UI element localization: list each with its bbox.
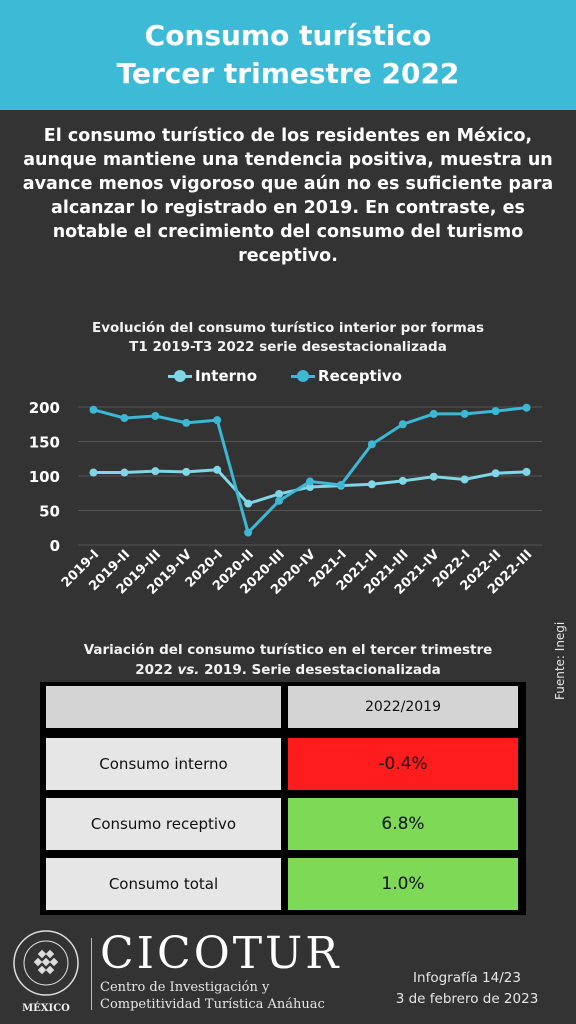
point-interno-2022-I: [460, 475, 469, 484]
table-value-receptivo: 6.8%: [288, 798, 518, 850]
table-row-label-total: Consumo total: [46, 858, 281, 910]
point-interno-2022-III: [522, 467, 531, 476]
y-tick-label-200: 200: [29, 399, 60, 417]
point-receptivo-2019-III: [151, 411, 160, 420]
point-interno-2022-II: [491, 469, 500, 478]
y-tick-label-0: 0: [50, 537, 60, 555]
chart-title-line1: Evolución del consumo turístico interior…: [92, 320, 484, 336]
point-receptivo-2021-III: [398, 420, 407, 429]
y-tick-label-100: 100: [29, 468, 60, 486]
table-row-label-interno: Consumo interno: [46, 738, 281, 790]
point-receptivo-2021-I: [336, 480, 345, 489]
table-value-interno: -0.4%: [288, 738, 518, 790]
table-title-vs: vs.: [177, 662, 200, 678]
table-title: Variación del consumo turístico en el te…: [20, 640, 556, 680]
line-chart: 0501001502002019-I2019-II2019-III2019-IV…: [29, 399, 542, 598]
point-interno-2020-III: [275, 489, 284, 498]
point-receptivo-2019-II: [120, 414, 129, 423]
table-title-line2: 2022 vs. 2019. Serie desestacionalizada: [20, 660, 556, 680]
point-receptivo-2020-I: [213, 416, 222, 425]
infographic-info: Infografía 14/23 3 de febrero de 2023: [372, 968, 562, 1010]
table-row-label-receptivo: Consumo receptivo: [46, 798, 281, 850]
chart-title-line2: T1 2019-T3 2022 serie desestacionalizada: [129, 339, 447, 355]
point-interno-2019-I: [89, 468, 98, 477]
table-title-rest: 2019. Serie desestacionalizada: [199, 662, 441, 678]
point-interno-2020-I: [213, 465, 222, 474]
legend-label-interno: Interno: [195, 367, 258, 385]
infographic-number: Infografía 14/23: [413, 970, 521, 986]
legend-item-receptivo: Receptivo: [291, 367, 402, 385]
y-tick-label-150: 150: [29, 434, 60, 452]
point-receptivo-2022-I: [460, 409, 469, 418]
point-interno-2021-III: [398, 476, 407, 485]
point-receptivo-2020-II: [244, 528, 253, 537]
table-corner-cell: [46, 686, 281, 728]
point-interno-2021-IV: [429, 472, 438, 481]
point-interno-2020-IV: [306, 483, 314, 492]
point-interno-2020-II: [244, 499, 253, 508]
comparison-table: 2022/2019 Consumo interno -0.4% Consumo …: [40, 682, 526, 915]
anahuac-seal-logo: MÉXICO: [13, 930, 79, 1014]
seal-country-text: MÉXICO: [22, 1002, 70, 1014]
point-receptivo-2022-III: [522, 403, 531, 412]
point-receptivo-2019-IV: [182, 418, 191, 427]
legend-label-receptivo: Receptivo: [318, 367, 402, 385]
point-interno-2021-II: [367, 480, 376, 489]
table-title-line1: Variación del consumo turístico en el te…: [83, 642, 493, 658]
footer-divider: [91, 938, 92, 1010]
header-title-line1: Consumo turístico: [144, 19, 432, 52]
point-receptivo-2019-I: [89, 405, 98, 414]
point-receptivo-2020-IV: [306, 477, 314, 486]
infographic-date: 3 de febrero de 2023: [395, 991, 539, 1007]
point-receptivo-2020-III: [275, 496, 284, 505]
header-banner: Consumo turístico Tercer trimestre 2022: [0, 0, 576, 110]
chart-legend: Interno Receptivo: [0, 367, 576, 385]
point-receptivo-2022-II: [491, 407, 500, 416]
header-title-line2: Tercer trimestre 2022: [116, 57, 460, 90]
cicotur-sub2: Competitividad Turística Anáhuac: [100, 997, 325, 1012]
point-receptivo-2021-II: [367, 440, 376, 449]
table-value-total: 1.0%: [288, 858, 518, 910]
y-tick-label-50: 50: [39, 503, 60, 521]
cicotur-brand: CICOTUR: [100, 928, 342, 979]
chart-title: Evolución del consumo turístico interior…: [20, 319, 556, 357]
legend-item-interno: Interno: [168, 367, 258, 385]
legend-swatch-receptivo: [291, 370, 316, 382]
table-title-year: 2022: [135, 662, 178, 678]
point-interno-2019-IV: [182, 467, 191, 476]
point-interno-2019-II: [120, 468, 129, 477]
table-column-header: 2022/2019: [288, 686, 518, 728]
point-receptivo-2021-IV: [429, 409, 438, 418]
cicotur-sub1: Centro de Investigación y: [100, 980, 270, 995]
seal-emblem-icon: [33, 949, 59, 975]
point-interno-2019-III: [151, 467, 160, 476]
legend-swatch-interno: [168, 370, 193, 382]
cicotur-logo: CICOTUR Centro de Investigación y Compet…: [100, 928, 341, 1013]
intro-text: El consumo turístico de los residentes e…: [22, 126, 554, 266]
